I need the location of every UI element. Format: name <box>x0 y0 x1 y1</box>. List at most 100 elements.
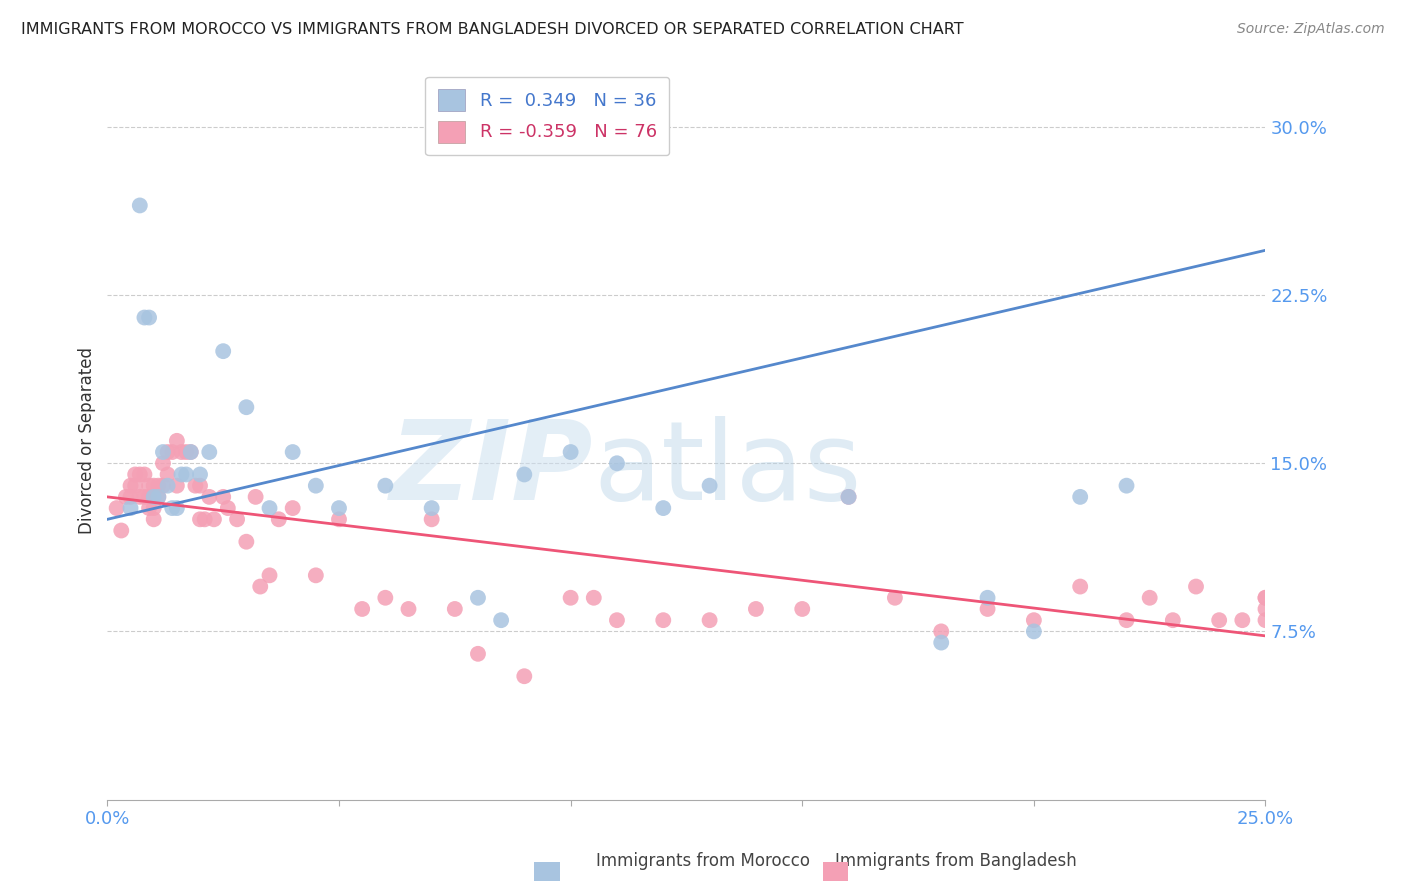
Point <box>929 624 952 639</box>
Text: ZIP: ZIP <box>391 416 593 523</box>
Point <box>259 568 281 582</box>
Text: atlas: atlas <box>593 416 862 523</box>
Point <box>128 198 150 212</box>
Point <box>217 501 239 516</box>
Point <box>513 467 536 482</box>
Point <box>138 310 160 325</box>
Point <box>134 467 156 482</box>
Point <box>226 512 249 526</box>
Point <box>467 647 489 661</box>
Point <box>188 467 211 482</box>
Point <box>120 501 142 516</box>
Point <box>374 478 396 492</box>
Point <box>156 445 179 459</box>
Point <box>328 512 350 526</box>
Point <box>180 445 202 459</box>
Point <box>142 501 165 516</box>
Point <box>235 534 257 549</box>
Point <box>1208 613 1230 627</box>
Point <box>152 445 174 459</box>
Text: IMMIGRANTS FROM MOROCCO VS IMMIGRANTS FROM BANGLADESH DIVORCED OR SEPARATED CORR: IMMIGRANTS FROM MOROCCO VS IMMIGRANTS FR… <box>21 22 963 37</box>
Point <box>652 613 675 627</box>
Point <box>174 467 197 482</box>
Point <box>281 501 304 516</box>
Point <box>198 490 221 504</box>
Point <box>259 501 281 516</box>
Point <box>305 478 328 492</box>
Point <box>420 501 443 516</box>
Point <box>976 591 998 605</box>
Point <box>838 490 860 504</box>
Point <box>305 568 328 582</box>
Point <box>352 602 374 616</box>
Point <box>115 490 138 504</box>
Point <box>582 591 605 605</box>
Point <box>1022 624 1045 639</box>
Point <box>166 434 188 448</box>
Point <box>138 501 160 516</box>
Point <box>184 478 207 492</box>
Point <box>142 490 165 504</box>
Point <box>560 445 582 459</box>
Point <box>105 501 128 516</box>
Point <box>212 490 235 504</box>
Point <box>124 467 146 482</box>
Point <box>1115 478 1137 492</box>
Point <box>606 456 628 470</box>
Point <box>142 512 165 526</box>
Point <box>652 501 675 516</box>
Point <box>245 490 267 504</box>
Point <box>202 512 225 526</box>
Point <box>249 580 271 594</box>
Point <box>513 669 536 683</box>
Point <box>838 490 860 504</box>
Point <box>1232 613 1254 627</box>
Point <box>929 635 952 649</box>
Point <box>792 602 814 616</box>
Point <box>699 478 721 492</box>
Point <box>148 478 170 492</box>
Point <box>170 467 193 482</box>
Point <box>180 445 202 459</box>
Point <box>1139 591 1161 605</box>
Point <box>128 467 150 482</box>
Point <box>1254 591 1277 605</box>
Point <box>162 501 184 516</box>
Point <box>1069 580 1091 594</box>
Point <box>166 478 188 492</box>
Point <box>120 490 142 504</box>
Point <box>166 501 188 516</box>
Text: Immigrants from Bangladesh: Immigrants from Bangladesh <box>835 852 1077 870</box>
Point <box>1254 613 1277 627</box>
Point <box>1115 613 1137 627</box>
Point <box>1254 591 1277 605</box>
Point <box>467 591 489 605</box>
Point <box>128 490 150 504</box>
Point <box>267 512 290 526</box>
Point <box>1185 580 1208 594</box>
Point <box>281 445 304 459</box>
Point <box>606 613 628 627</box>
Point <box>398 602 420 616</box>
Point <box>212 344 235 359</box>
Point <box>745 602 768 616</box>
Point <box>148 490 170 504</box>
Legend: R =  0.349   N = 36, R = -0.359   N = 76: R = 0.349 N = 36, R = -0.359 N = 76 <box>426 77 669 155</box>
Point <box>120 478 142 492</box>
Point <box>142 478 165 492</box>
Point <box>170 445 193 459</box>
Point <box>162 445 184 459</box>
Point <box>560 591 582 605</box>
Point <box>1069 490 1091 504</box>
Point <box>1161 613 1184 627</box>
Point <box>443 602 465 616</box>
Point <box>420 512 443 526</box>
Text: Source: ZipAtlas.com: Source: ZipAtlas.com <box>1237 22 1385 37</box>
Point <box>235 401 257 415</box>
Point <box>188 512 211 526</box>
Point <box>148 490 170 504</box>
Point <box>110 524 132 538</box>
Point <box>188 478 211 492</box>
Point <box>1254 602 1277 616</box>
Point <box>976 602 998 616</box>
